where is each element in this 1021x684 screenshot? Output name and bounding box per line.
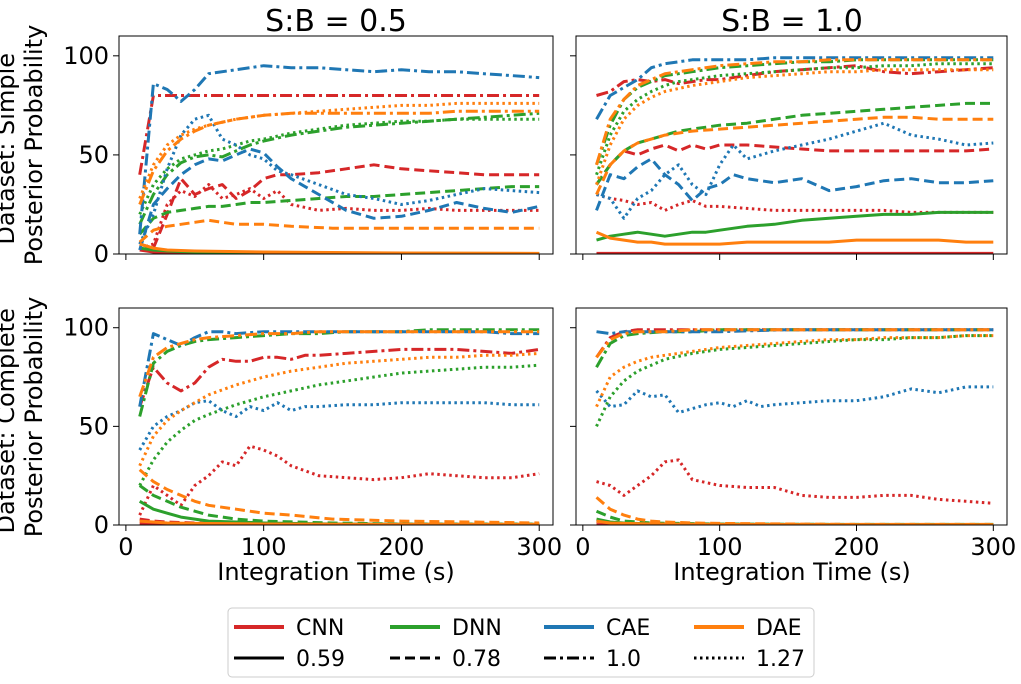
y-tick-label: 50	[78, 412, 109, 440]
plot-frame	[575, 35, 1008, 255]
series-line-cnn-1-0	[138, 94, 540, 175]
legend-label-cae: CAE	[606, 616, 650, 641]
panel-complete-sb-1-0: 0 100 200 300 Integration Time (s)	[570, 307, 1016, 586]
panel-title: S:B = 1.0	[721, 4, 863, 39]
series-line-dae-1-0	[595, 328, 994, 359]
series-line-dnn-0-78	[138, 185, 540, 236]
series-line-cae-1-0	[595, 56, 994, 120]
series-line-cae-1-27	[138, 113, 540, 245]
series-line-dnn-1-27	[595, 334, 994, 428]
series-line-dae-0-59	[139, 242, 540, 254]
series-line-dae-0-78	[595, 496, 994, 525]
series-line-dnn-1-27	[138, 363, 540, 487]
y-axis-label: Dataset: Complete Posterior Probability	[0, 297, 48, 538]
series-line-cae-1-27	[596, 121, 994, 220]
y-axis-label-line-1: Dataset: Complete	[0, 308, 20, 533]
legend-label-cnn: CNN	[296, 616, 344, 641]
series-line-dae-0-59	[595, 230, 994, 246]
x-tick-label: 0	[118, 533, 133, 561]
series-line-dae-1-27	[595, 334, 994, 408]
panel-complete-sb-0-5: 0 100 200 300 0 50 100 Dataset: Complete Poste…	[0, 297, 562, 586]
series-group	[595, 56, 994, 254]
x-tick-label: 300	[516, 533, 562, 561]
panel-title: S:B = 0.5	[265, 4, 407, 39]
series-line-cnn-1-27	[139, 183, 540, 250]
series-line-cae-1-27	[138, 399, 540, 451]
y-axis-label-line-2: Posterior Probability	[20, 25, 48, 266]
series-line-dae-0-78	[138, 218, 540, 244]
series-line-cnn-0-78	[139, 163, 540, 250]
series-line-dae-1-0	[595, 58, 994, 166]
y-tick-label: 100	[63, 314, 109, 342]
legend-label-threshold: 0.78	[452, 647, 501, 672]
plot-frame	[575, 307, 1008, 526]
legend-frame	[227, 607, 815, 678]
x-axis-label: Integration Time (s)	[673, 558, 910, 586]
series-line-dnn-0-59	[596, 210, 994, 242]
series-line-dnn-0-78	[138, 484, 540, 525]
series-line-cae-0-78	[138, 147, 540, 251]
series-line-dae-1-27	[595, 68, 994, 186]
series-line-cnn-1-27	[138, 444, 540, 516]
series-line-dae-1-0	[138, 330, 540, 398]
y-tick-label: 50	[78, 141, 109, 169]
series-line-cae-1-0	[138, 330, 540, 407]
x-tick-label: 100	[697, 533, 743, 561]
y-axis-label-line-1: Dataset: Simple	[0, 53, 20, 245]
series-line-cnn-1-0	[596, 64, 994, 97]
legend-label-dae: DAE	[756, 616, 802, 641]
series-line-dae-1-27	[138, 101, 540, 200]
series-line-dnn-1-27	[138, 117, 540, 216]
x-tick-label: 0	[575, 533, 590, 561]
series-line-dae-0-78	[595, 115, 994, 196]
y-tick-label: 100	[63, 42, 109, 70]
plot-frame	[118, 307, 554, 526]
x-tick-label: 300	[970, 533, 1016, 561]
x-tick-label: 200	[379, 533, 425, 561]
legend-label-threshold: 1.0	[606, 647, 641, 672]
y-axis-label: Dataset: Simple Posterior Probability	[0, 25, 48, 266]
series-line-cnn-0-78	[595, 143, 994, 186]
x-tick-label: 100	[241, 533, 287, 561]
series-group	[138, 64, 540, 254]
series-line-dnn-1-0	[138, 111, 540, 225]
series-line-dae-1-27	[138, 351, 540, 467]
series-line-cae-0-78	[595, 157, 994, 211]
x-tick-label: 200	[834, 533, 880, 561]
y-tick-label: 0	[94, 511, 109, 539]
y-axis-label-line-2: Posterior Probability	[20, 297, 48, 538]
legend-label-threshold: 0.59	[296, 647, 345, 672]
series-line-dae-0-78	[138, 468, 540, 525]
series-line-cnn-1-0	[138, 347, 540, 408]
series-line-cnn-1-27	[596, 458, 994, 505]
series-line-dnn-1-0	[138, 328, 540, 417]
series-line-cae-1-0	[138, 64, 540, 235]
legend-label-dnn: DNN	[452, 616, 502, 641]
panel-simple-sb-0-5: S:B = 0.5 0 50 100 Dataset: Simple Posteri…	[0, 4, 554, 268]
panel-simple-sb-1-0: S:B = 1.0	[570, 4, 1008, 260]
series-line-cnn-1-27	[596, 193, 994, 214]
series-group	[138, 328, 540, 525]
series-line-dnn-1-27	[595, 62, 994, 176]
series-group	[595, 328, 994, 525]
plot-frame	[118, 35, 554, 255]
x-axis-label: Integration Time (s)	[217, 558, 454, 586]
legend-label-threshold: 1.27	[756, 647, 805, 672]
y-tick-label: 0	[94, 240, 109, 268]
series-line-dae-0-59	[139, 519, 540, 525]
series-line-cae-1-27	[595, 385, 994, 415]
legend: CNN DNN CAE DAE 0.59 0.78 1.0 1.27	[227, 607, 815, 678]
series-line-dnn-0-78	[595, 101, 994, 186]
